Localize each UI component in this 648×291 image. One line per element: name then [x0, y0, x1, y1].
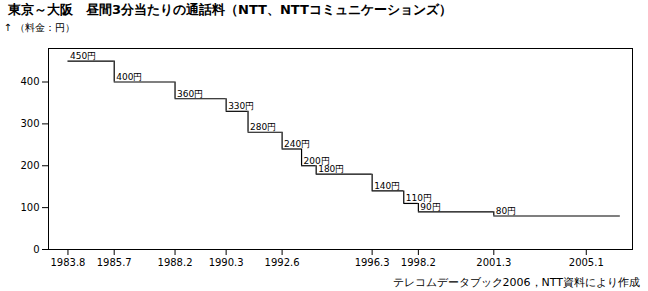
svg-text:450円: 450円 [70, 51, 96, 61]
svg-text:180円: 180円 [318, 164, 344, 174]
svg-text:240円: 240円 [284, 139, 310, 149]
svg-text:330円: 330円 [228, 101, 254, 111]
svg-text:2005.1: 2005.1 [569, 257, 604, 268]
svg-text:1990.3: 1990.3 [209, 257, 244, 268]
svg-text:1998.2: 1998.2 [401, 257, 436, 268]
svg-text:100: 100 [20, 202, 39, 213]
svg-text:110円: 110円 [405, 193, 432, 204]
svg-text:300: 300 [20, 118, 39, 129]
svg-text:1996.3: 1996.3 [355, 257, 390, 268]
html-text:テレコムデータブック2006，NTT資料により作成: テレコムデータブック2006，NTT資料により作成 [392, 276, 640, 289]
svg-text:1985.7: 1985.7 [97, 257, 132, 268]
svg-text:↑ （料金：円）: ↑ （料金：円） [4, 22, 76, 33]
svg-text:80円: 80円 [496, 206, 516, 216]
svg-text:2001.3: 2001.3 [476, 257, 511, 268]
svg-text:1992.6: 1992.6 [265, 257, 300, 268]
svg-text:400円: 400円 [116, 72, 142, 82]
html-text:東京～大阪 昼間3分当たりの通話料（NTT、NTTコミュニケ: 東京～大阪 昼間3分当たりの通話料（NTT、NTTコミュニケーションズ） [8, 2, 452, 17]
svg-text:90円: 90円 [420, 202, 440, 212]
svg-text:200円: 200円 [303, 155, 330, 166]
svg-text:140円: 140円 [374, 181, 400, 191]
svg-text:360円: 360円 [177, 89, 203, 99]
svg-text:0: 0 [33, 244, 39, 255]
svg-text:400: 400 [20, 76, 39, 87]
svg-text:1983.8: 1983.8 [50, 257, 85, 268]
svg-text:280円: 280円 [250, 122, 276, 132]
svg-text:1988.2: 1988.2 [158, 257, 193, 268]
svg-text:200: 200 [20, 160, 39, 171]
